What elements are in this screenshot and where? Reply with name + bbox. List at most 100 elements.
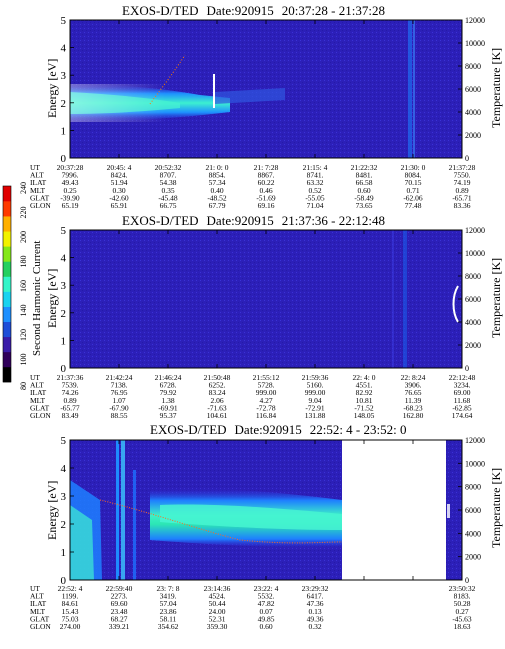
panel-3-left-core [70,505,94,580]
colorbar-cell [3,351,11,368]
orbit-cell: 49.36 [307,614,324,623]
temperature-tick-label: 0 [465,154,469,163]
orbit-cell: 0.46 [259,186,272,195]
energy-tick-label: 4 [61,253,67,265]
orbit-cell: 23:50:32 [449,584,476,593]
colorbar-cell [3,366,11,383]
orbit-cell: 21:46:24 [155,373,182,382]
orbit-cell: 74.19 [454,178,471,187]
orbit-cell: 23:14:36 [204,584,231,593]
panel-3-edge-strip [446,440,462,580]
orbit-cell: 66.58 [356,178,373,187]
orbit-cell: 21:42:24 [106,373,133,382]
temperature-tick-label: 10000 [465,39,485,48]
panel-3-data-gap [342,440,446,580]
orbit-cell: -58.49 [354,193,374,202]
orbit-cell: 6252. [209,381,226,390]
panel-2-title: EXOS-D/TED Date:920915 21:37:36 - 22:12:48 [122,213,385,228]
orbit-cell: 2.06 [210,396,223,405]
orbit-cell: 162.80 [403,411,424,420]
orbit-cell: 6417. [307,592,324,601]
orbit-row-label: MLT [30,396,46,405]
orbit-row-label: ILAT [30,599,47,608]
orbit-cell: 74.26 [62,388,79,397]
energy-tick-label: 3 [61,491,67,503]
orbit-cell: 8867. [258,171,275,180]
orbit-cell: 73.65 [356,201,373,210]
orbit-cell: 7138. [111,381,128,390]
orbit-cell: 22:12:48 [449,373,476,382]
panel-1-title: EXOS-D/TED Date:920915 20:37:28 - 21:37:28 [122,3,385,18]
panel-1: EXOS-D/TED Date:920915 20:37:28 - 21:37:28… [30,3,503,210]
temperature-tick-label: 2000 [465,553,481,562]
orbit-cell: -55.05 [305,193,325,202]
orbit-cell: 339.21 [109,622,130,631]
orbit-cell: 1199. [62,592,79,601]
orbit-cell: 7996. [62,171,79,180]
colorbar: 240 220 200 180 160 140 120 100 80 Second Harmon… [2,182,43,390]
panel-1-energy-label: Energy [eV] [45,59,59,118]
colorbar-tick-labels: 240 220 200 180 160 140 120 100 80 [19,182,28,390]
colorbar-tick-label: 160 [19,280,28,292]
orbit-cell: 8084. [405,171,422,180]
energy-tick-label: 4 [61,463,67,475]
orbit-cell: 68.27 [111,614,128,623]
orbit-cell: 354.62 [158,622,179,631]
orbit-cell: 76.65 [405,388,422,397]
orbit-cell: 11.68 [454,396,471,405]
colorbar-tick-label: 200 [19,231,28,243]
orbit-cell: 18.63 [454,622,471,631]
orbit-cell: 999.00 [256,388,277,397]
orbit-cell: 11.39 [405,396,422,405]
orbit-cell: 95.37 [160,411,177,420]
energy-tick-label: 5 [61,435,67,447]
orbit-cell: 104.61 [207,411,228,420]
orbit-cell: -62.85 [452,403,472,412]
colorbar-tick-label: 80 [19,382,28,390]
colorbar-label: Second Harmonic Current [31,241,43,356]
orbit-cell: 0.89 [63,396,76,405]
orbit-cell: 66.75 [160,201,177,210]
orbit-cell: 49.43 [62,178,79,187]
orbit-row-label: ALT [30,171,44,180]
colorbar-tick-label: 140 [19,305,28,317]
orbit-cell: 6728. [160,381,177,390]
orbit-cell: 7550. [454,171,471,180]
orbit-row-label: UT [30,584,40,593]
energy-tick-label: 2 [61,308,67,320]
orbit-cell: 5532. [258,592,275,601]
orbit-cell: 83.36 [454,201,471,210]
orbit-cell: 148.05 [354,411,375,420]
orbit-cell: 69.00 [454,388,471,397]
colorbar-tick-label: 120 [19,329,28,341]
orbit-cell: 76.95 [111,388,128,397]
orbit-cell: 47.36 [307,599,324,608]
orbit-cell: 15.43 [62,607,79,616]
orbit-cell: 174.64 [452,411,473,420]
panel-1-band-extension [215,88,285,104]
orbit-cell: 23: 7: 8 [157,584,180,593]
orbit-cell: 69.16 [258,201,275,210]
orbit-cell: 22: 8:24 [401,373,426,382]
temperature-tick-label: 10000 [465,459,485,468]
orbit-row-label: GLAT [30,403,50,412]
orbit-cell: 71.04 [307,201,324,210]
orbit-cell: -65.77 [60,403,80,412]
colorbar-cell [3,201,11,217]
orbit-cell: 3906. [405,381,422,390]
orbit-cell: 63.32 [307,178,324,187]
orbit-row-label: UT [30,163,40,172]
orbit-cell: 79.92 [160,388,177,397]
orbit-cell: 67.79 [209,201,226,210]
temperature-tick-label: 12000 [465,226,485,235]
orbit-cell: 0.13 [308,607,321,616]
temperature-tick-label: 6000 [465,85,481,94]
energy-tick-label: 0 [61,575,67,587]
panel-1-axes: 5 4 3 2 1 0 12000 10000 8000 6000 4000 2000 0 [61,15,486,165]
orbit-cell: -72.78 [256,403,276,412]
panel-3-title: EXOS-D/TED Date:920915 22:52: 4 - 23:52: 0 [150,422,406,437]
orbit-cell: 0.60 [259,622,272,631]
panel-2-white-edge [452,285,459,323]
